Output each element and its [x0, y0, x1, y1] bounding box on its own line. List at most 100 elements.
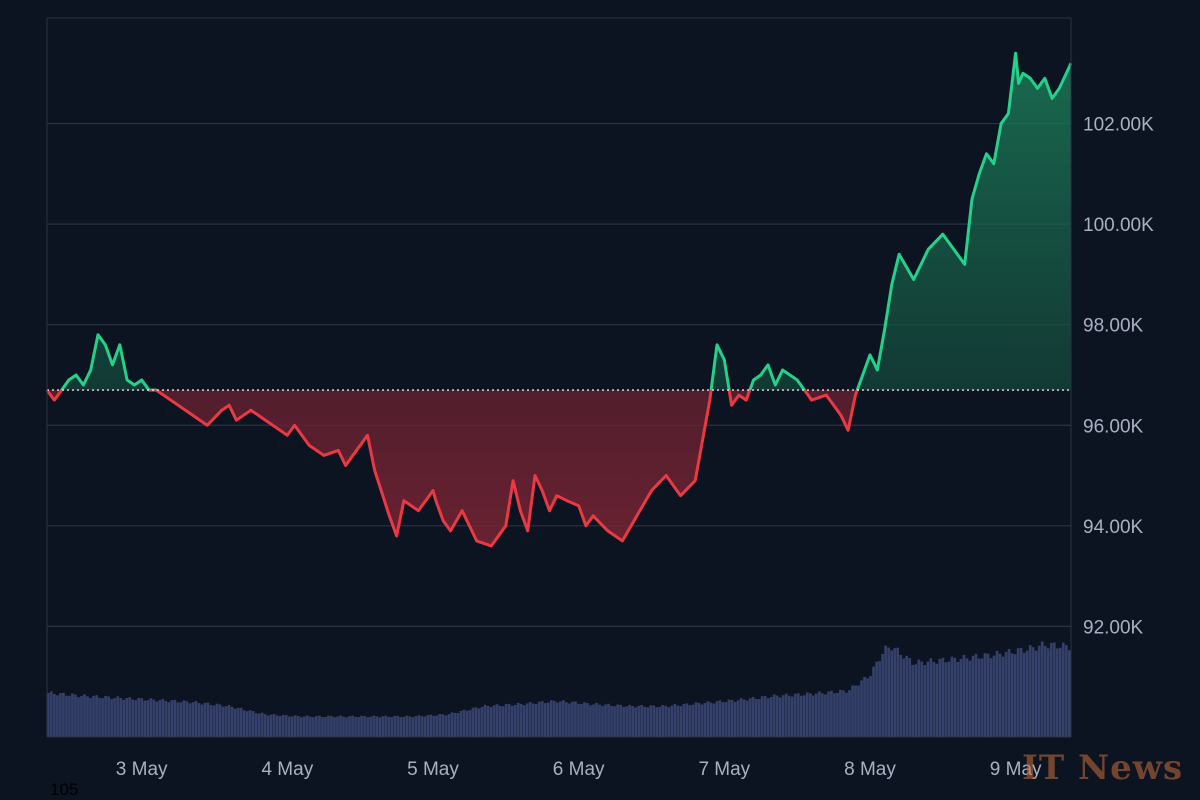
y-tick-label: 98.00K [1083, 316, 1144, 337]
volume-bar [1022, 652, 1026, 737]
volume-bar [998, 653, 1002, 737]
volume-bar [631, 706, 634, 737]
volume-bar [468, 710, 472, 737]
volume-bar [724, 702, 728, 737]
volume-bar [938, 658, 942, 737]
volume-bar [757, 699, 761, 737]
volume-bar [571, 701, 574, 737]
volume-bar [790, 696, 794, 737]
volume-bar [881, 654, 884, 737]
volume-bar [700, 704, 704, 737]
volume-bar [372, 715, 375, 737]
volume-bar [878, 661, 881, 737]
x-tick-label: 3 May [116, 759, 168, 780]
volume-bar [513, 704, 517, 737]
volume-bar [342, 716, 345, 737]
volume-bar [444, 715, 448, 737]
volume-bar [679, 706, 683, 737]
volume-bar [164, 701, 168, 737]
volume-bar [824, 694, 827, 737]
volume-bar [715, 701, 719, 737]
volume-bar [119, 697, 122, 737]
volume-bar [986, 653, 990, 737]
volume-bar [65, 695, 68, 737]
volume-bar [709, 702, 713, 737]
volume-bar [980, 658, 984, 737]
volume-bar [682, 703, 686, 737]
volume-bar [778, 697, 782, 737]
volume-bar [658, 706, 662, 737]
volume-bar [134, 700, 138, 737]
volume-bar [968, 660, 972, 737]
volume-bar [860, 680, 863, 737]
volume-bar [348, 716, 351, 737]
volume-bar [959, 658, 963, 737]
volume-bar [525, 703, 529, 737]
volume-bar [920, 661, 924, 737]
volume-bar [143, 700, 147, 737]
volume-bar [546, 702, 550, 737]
volume-bar [781, 695, 785, 737]
volume-bar [405, 715, 409, 737]
volume-bar [498, 705, 502, 737]
volume-bar [59, 693, 62, 737]
volume-bar [1013, 654, 1017, 737]
volume-bar [245, 711, 249, 737]
volume-bar [396, 715, 400, 737]
volume-bar [438, 714, 442, 737]
volume-bar [748, 698, 752, 737]
volume-bar [173, 699, 177, 737]
volume-bar [772, 694, 776, 737]
volume-bar [676, 705, 680, 737]
volume-bar [595, 702, 598, 737]
volume-bar [815, 693, 818, 737]
volume-bar [423, 716, 427, 737]
volume-bar [745, 700, 749, 737]
volume-bar [619, 704, 622, 737]
x-tick-label: 8 May [844, 759, 896, 780]
volume-bar [98, 697, 101, 737]
volume-bar [854, 685, 857, 737]
volume-bar [495, 704, 499, 737]
volume-bar [643, 706, 647, 737]
volume-bar [47, 692, 50, 737]
volume-bar [203, 702, 207, 737]
volume-bar [562, 700, 565, 737]
volume-bar [866, 678, 869, 737]
volume-bar [908, 657, 912, 737]
chart-frame [46, 17, 1072, 738]
y-tick-label: 102.00K [1083, 115, 1154, 136]
volume-bar [793, 693, 797, 737]
volume-bar [622, 707, 625, 737]
volume-bar [50, 691, 53, 737]
volume-bar [926, 661, 930, 737]
volume-bar [598, 704, 601, 737]
volume-bar [583, 702, 586, 737]
volume-bar [974, 653, 978, 737]
volume-bar [507, 703, 511, 737]
volume-bar [281, 714, 285, 737]
volume-bar [625, 706, 628, 737]
volume-bar [284, 714, 288, 737]
volume-bar [646, 707, 650, 737]
volume-bar [131, 699, 135, 737]
volume-bar [56, 695, 59, 737]
volume-bar [357, 717, 360, 737]
volume-bar [125, 698, 129, 737]
volume-bar [528, 701, 532, 737]
volume-bar [1040, 641, 1044, 737]
volume-bar [736, 700, 740, 737]
volume-bar [369, 716, 372, 737]
volume-bar [221, 706, 225, 737]
volume-bar [1004, 651, 1008, 737]
volume-bar [769, 697, 773, 737]
volume-bar [227, 704, 231, 737]
area-fill [47, 53, 1071, 546]
volume-bar [290, 716, 294, 737]
volume-bar [212, 705, 216, 737]
volume-bar [218, 704, 222, 737]
volume-bar [718, 700, 722, 737]
volume-bar [510, 705, 514, 737]
volume-bar [552, 700, 556, 737]
volume-bar [640, 704, 644, 737]
